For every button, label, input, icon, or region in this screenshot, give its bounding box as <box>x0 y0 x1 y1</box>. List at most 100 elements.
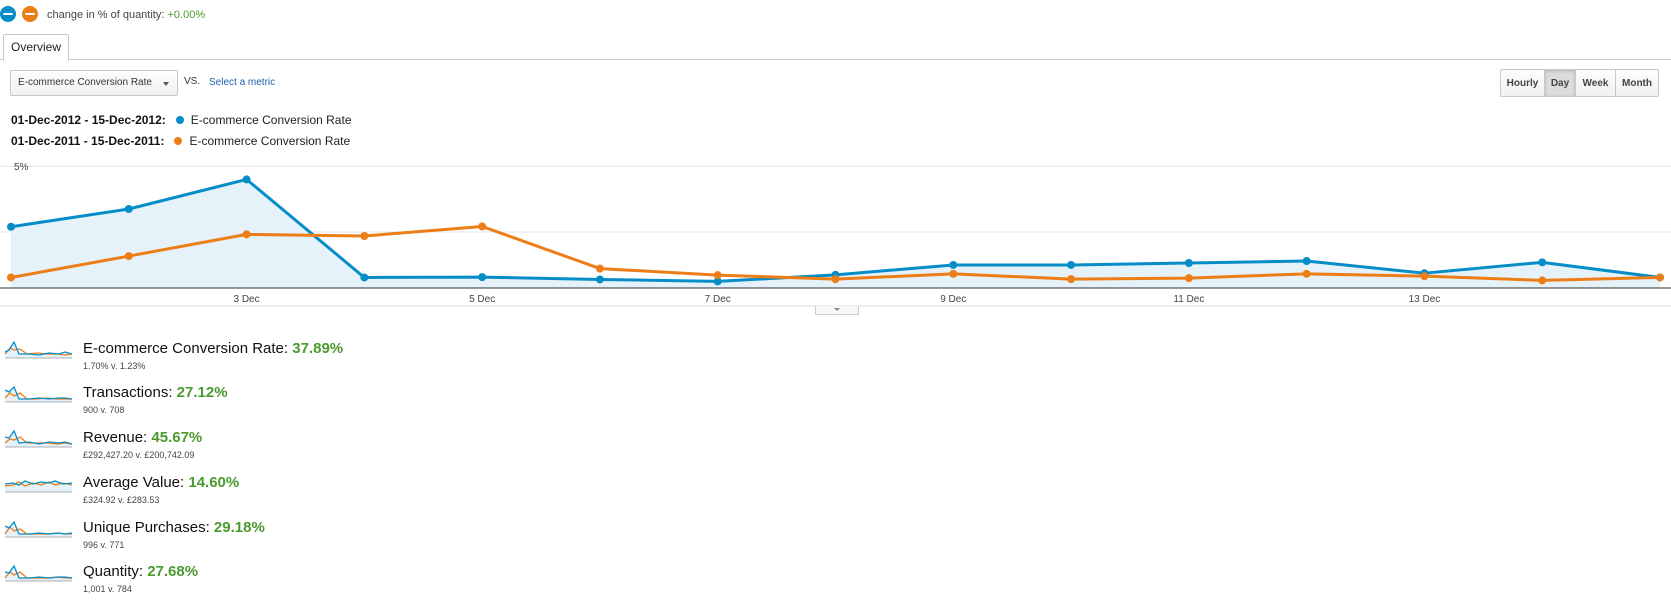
metric-change: 27.12% <box>176 384 228 401</box>
data-point <box>831 275 840 284</box>
metric-change: 37.89% <box>292 340 344 357</box>
x-tick-label: 9 Dec <box>940 294 966 305</box>
metric-title: E-commerce Conversion Rate: 37.89% <box>83 340 343 357</box>
data-point <box>1302 269 1311 278</box>
metric-comparison: 1,001 v. 784 <box>83 584 132 594</box>
day-button[interactable]: Day <box>1544 69 1576 97</box>
sparkline-icon <box>5 340 72 359</box>
chart-collapse-handle[interactable] <box>815 306 859 315</box>
legend-range: 01-Dec-2011 - 15-Dec-2011: <box>11 134 165 148</box>
sparkline-blue <box>5 564 72 579</box>
metric-title: Revenue: 45.67% <box>83 429 202 446</box>
data-point <box>1420 272 1429 281</box>
sparkline-blue <box>5 385 72 400</box>
metric-comparison: £292,427.20 v. £200,742.09 <box>83 450 195 460</box>
sparkline-icon <box>5 564 72 582</box>
data-point <box>1656 273 1664 282</box>
data-point <box>124 252 133 261</box>
metric-select[interactable]: E-commerce Conversion Rate <box>10 70 178 96</box>
metric-name: Quantity: <box>83 563 148 580</box>
series-area-0 <box>11 179 1660 288</box>
metric-change: 29.18% <box>213 519 265 536</box>
segment-blue-icon[interactable] <box>0 6 16 22</box>
metric-title: Transactions: 27.12% <box>83 384 228 401</box>
data-point <box>949 269 958 278</box>
legend-dot-blue <box>175 116 184 124</box>
data-point <box>7 273 15 282</box>
sparkline-blue <box>5 480 72 486</box>
metric-comparison: 996 v. 771 <box>83 540 125 550</box>
metric-name: Transactions: <box>83 384 177 401</box>
data-point <box>1302 257 1311 266</box>
data-point <box>713 271 722 280</box>
data-point <box>1538 258 1547 267</box>
month-button[interactable]: Month <box>1615 69 1659 97</box>
granularity-group: Hourly Day Week Month <box>1500 69 1659 97</box>
data-point <box>595 275 604 284</box>
select-metric-link[interactable]: Select a metric <box>209 77 276 88</box>
sparkline-icon <box>5 480 72 493</box>
data-point <box>242 230 251 239</box>
metric-name: Revenue: <box>83 429 152 446</box>
metric-name: Unique Purchases: <box>83 519 214 536</box>
metric-comparison: £324.92 v. £283.53 <box>83 495 160 505</box>
hourly-button[interactable]: Hourly <box>1500 69 1545 97</box>
metric-row[interactable]: Revenue: 45.67% £292,427.20 v. £200,742.0… <box>5 429 605 469</box>
x-tick-label: 13 Dec <box>1409 294 1441 305</box>
metric-row[interactable]: Quantity: 27.68% 1,001 v. 784 <box>5 563 605 603</box>
sparkline-orange <box>5 347 72 356</box>
metric-name: Average Value: <box>83 474 189 491</box>
change-value: +0.00% <box>167 9 206 21</box>
metric-title: Unique Purchases: 29.18% <box>83 519 265 536</box>
data-point <box>595 264 604 273</box>
vs-label: VS. <box>184 76 201 87</box>
segment-orange-icon[interactable] <box>22 6 38 22</box>
x-tick-label: 11 Dec <box>1173 294 1204 305</box>
metric-comparison: 900 v. 708 <box>83 405 125 415</box>
metric-name: E-commerce Conversion Rate: <box>83 340 293 357</box>
data-point <box>1184 274 1193 283</box>
sparkline-blue <box>5 340 72 356</box>
sparkline-blue <box>5 429 72 445</box>
legend-range: 01-Dec-2012 - 15-Dec-2012: <box>11 113 166 127</box>
data-point <box>360 232 369 240</box>
metric-change: 45.67% <box>151 429 203 446</box>
metric-comparison: 1.70% v. 1.23% <box>83 361 146 371</box>
x-tick-label: 3 Dec <box>234 294 260 305</box>
tab-divider <box>0 59 1671 60</box>
metric-row[interactable]: E-commerce Conversion Rate: 37.89% 1.70% … <box>5 340 605 380</box>
metric-change: 27.68% <box>147 563 199 580</box>
sparkline-blue <box>5 520 72 535</box>
data-point <box>478 222 487 231</box>
data-point <box>124 205 133 214</box>
y-tick-label: 5% <box>14 162 29 173</box>
metric-title: Quantity: 27.68% <box>83 563 198 580</box>
sparkline-icon <box>5 520 72 538</box>
data-point <box>1184 258 1193 267</box>
data-point <box>1067 275 1076 284</box>
data-point <box>478 273 487 282</box>
data-point <box>1538 276 1547 285</box>
data-point <box>7 222 15 231</box>
metric-row[interactable]: Unique Purchases: 29.18% 996 v. 771 <box>5 519 605 559</box>
x-tick-label: 5 Dec <box>469 294 495 305</box>
sparkline-icon <box>5 385 72 403</box>
data-point <box>713 277 722 286</box>
change-label: change in % of quantity: <box>47 9 165 21</box>
data-point <box>949 260 958 269</box>
metric-title: Average Value: 14.60% <box>83 474 239 491</box>
metric-row[interactable]: Transactions: 27.12% 900 v. 708 <box>5 384 605 424</box>
metric-select-value: E-commerce Conversion Rate <box>18 77 152 88</box>
data-point <box>1067 260 1076 269</box>
data-point <box>360 273 369 282</box>
tab-overview[interactable]: Overview <box>3 34 70 61</box>
chevron-down-icon <box>163 82 169 86</box>
legend-name: E-commerce Conversion Rate <box>189 134 351 148</box>
metric-row[interactable]: Average Value: 14.60% £324.92 v. £283.53 <box>5 474 605 514</box>
legend-dot-orange <box>174 137 183 145</box>
legend-item-2011: 01-Dec-2011 - 15-Dec-2011: E-commerce Co… <box>11 133 350 149</box>
x-tick-label: 7 Dec <box>705 294 731 305</box>
week-button[interactable]: Week <box>1575 69 1616 97</box>
legend-name: E-commerce Conversion Rate <box>190 113 352 127</box>
